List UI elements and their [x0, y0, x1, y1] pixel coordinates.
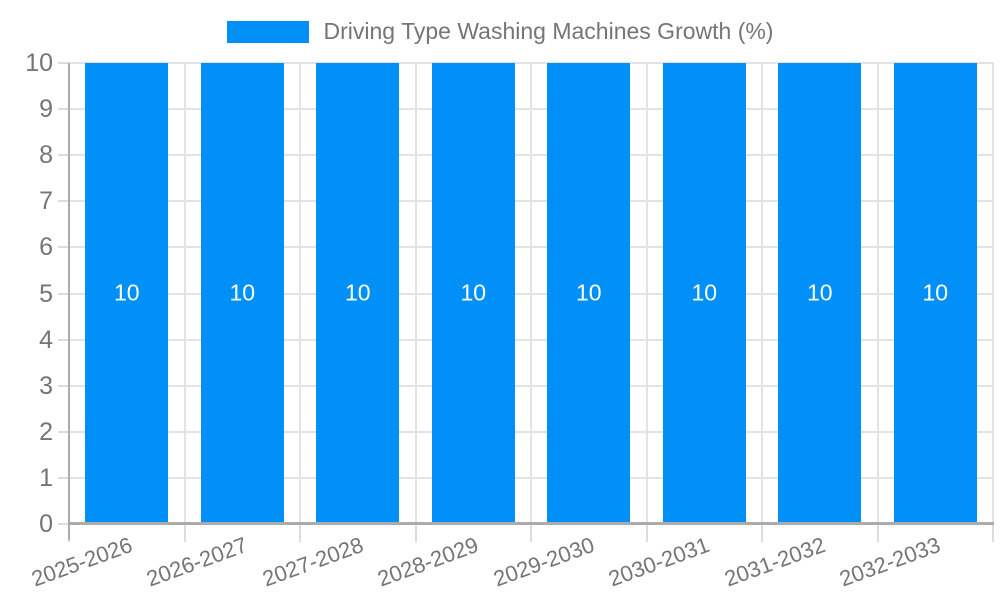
y-tick	[58, 523, 69, 525]
x-tick	[183, 524, 186, 542]
bar-value-label: 10	[229, 279, 256, 306]
y-tick	[58, 430, 69, 433]
x-tick	[414, 524, 417, 542]
bar-value-label: 10	[460, 279, 487, 306]
x-gridline	[183, 63, 186, 524]
x-gridline	[299, 63, 301, 524]
y-axis-tick-label: 5	[39, 279, 53, 308]
y-axis-line	[68, 63, 70, 540]
bar-value-label: 10	[806, 279, 833, 306]
y-tick	[58, 62, 69, 64]
y-axis-tick-label: 0	[39, 510, 53, 538]
y-tick	[58, 200, 69, 203]
x-tick	[761, 524, 763, 542]
x-tick	[299, 524, 301, 542]
x-axis-line	[68, 522, 994, 525]
x-tick	[876, 524, 879, 542]
y-axis-tick-label: 10	[25, 49, 53, 77]
bar: 10	[778, 63, 862, 524]
y-tick	[58, 338, 69, 341]
y-axis-tick-label: 2	[39, 417, 53, 446]
bar-value-label: 10	[344, 279, 371, 306]
bar: 10	[431, 63, 515, 524]
x-gridline	[876, 63, 879, 524]
bar-value-label: 10	[691, 279, 718, 306]
x-gridline	[645, 63, 648, 524]
legend-swatch	[226, 20, 309, 43]
bar: 10	[85, 63, 169, 524]
y-axis-tick-label: 1	[39, 463, 53, 492]
bar-value-label: 10	[113, 279, 140, 306]
y-tick	[58, 292, 69, 295]
y-axis-tick-label: 9	[39, 95, 53, 124]
y-tick	[58, 476, 69, 479]
y-tick	[58, 246, 69, 249]
bar-value-label: 10	[575, 279, 602, 306]
y-axis-tick-label: 4	[39, 325, 53, 354]
bar: 10	[316, 63, 400, 524]
y-tick	[58, 384, 69, 387]
x-gridline	[761, 63, 763, 524]
y-axis-tick-label: 6	[39, 233, 53, 262]
x-tick	[645, 524, 648, 542]
x-gridline	[992, 63, 994, 524]
y-tick	[58, 108, 69, 111]
x-gridline	[414, 63, 417, 524]
chart-legend: Driving Type Washing Machines Growth (%)	[0, 18, 1000, 45]
chart-title: Driving Type Washing Machines Growth (%)	[323, 18, 774, 44]
bar: 10	[547, 63, 631, 524]
x-tick	[992, 524, 994, 542]
bar: 10	[893, 63, 977, 524]
y-axis-tick-label: 8	[39, 141, 53, 170]
plot-area: 0 1 2 3 4 5 6 7 8 9 10 10 10 10 10 10 10 10 10 2025-2026 202…	[25, 49, 994, 591]
y-axis-tick-label: 7	[39, 187, 53, 216]
bar-value-label: 10	[922, 279, 949, 306]
y-tick	[58, 154, 69, 157]
bar: 10	[662, 63, 746, 524]
x-tick	[530, 524, 532, 542]
y-axis-tick-label: 3	[39, 371, 53, 400]
bar: 10	[200, 63, 284, 524]
x-gridline	[530, 63, 532, 524]
